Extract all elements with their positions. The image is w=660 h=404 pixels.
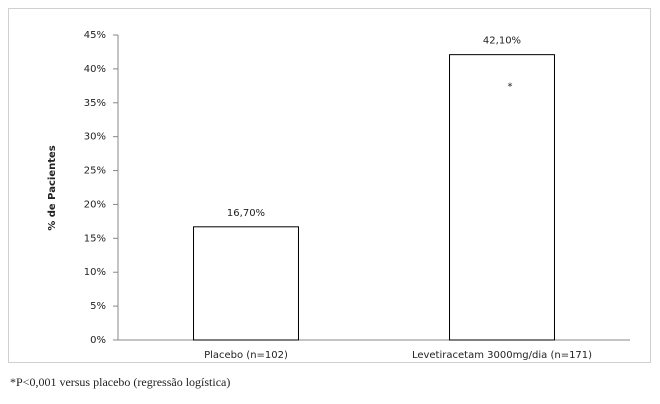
y-tick-label: 45% (84, 30, 106, 41)
x-tick-label: Levetiracetam 3000mg/dia (n=171) (412, 350, 592, 361)
annotation: * (508, 82, 513, 93)
value-label: 16,70% (227, 208, 265, 219)
y-tick-label: 35% (84, 98, 106, 109)
y-tick-label: 5% (90, 301, 106, 312)
footnote: *P<0,001 versus placebo (regressão logís… (10, 375, 230, 389)
value-label: 42,10% (483, 36, 521, 47)
y-tick-label: 10% (84, 267, 106, 278)
y-tick-label: 15% (84, 233, 106, 244)
y-tick-label: 20% (84, 199, 106, 210)
bar (193, 226, 299, 341)
x-tick-label: Placebo (n=102) (204, 350, 288, 361)
y-axis-label: % de Pacientes (47, 145, 58, 231)
y-tick-label: 25% (84, 166, 106, 177)
y-tick-label: 40% (84, 64, 106, 75)
y-tick-label: 30% (84, 132, 106, 143)
bar (449, 54, 555, 341)
chart-frame (8, 8, 651, 363)
y-tick-label: 0% (90, 335, 106, 346)
